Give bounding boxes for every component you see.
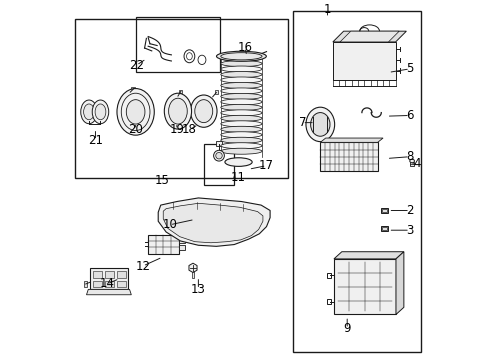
Bar <box>204 144 234 185</box>
Text: 22: 22 <box>129 59 144 72</box>
Text: 14: 14 <box>99 278 115 291</box>
Ellipse shape <box>92 100 109 124</box>
Polygon shape <box>87 289 131 295</box>
Bar <box>410 162 414 166</box>
Ellipse shape <box>217 51 267 61</box>
Circle shape <box>214 150 224 161</box>
Polygon shape <box>334 252 404 259</box>
Ellipse shape <box>306 107 335 141</box>
Ellipse shape <box>221 132 262 138</box>
Text: 19: 19 <box>170 123 184 136</box>
Bar <box>215 90 218 94</box>
Text: 9: 9 <box>343 322 351 335</box>
Bar <box>93 281 102 287</box>
Polygon shape <box>320 138 383 142</box>
Bar <box>327 273 331 278</box>
Text: 20: 20 <box>128 123 143 136</box>
Bar <box>192 271 195 278</box>
Bar <box>327 300 331 305</box>
Ellipse shape <box>221 93 262 99</box>
Ellipse shape <box>221 137 262 143</box>
Ellipse shape <box>221 55 262 61</box>
Polygon shape <box>163 203 263 243</box>
Ellipse shape <box>221 88 262 94</box>
Bar <box>131 87 135 90</box>
Text: 12: 12 <box>135 260 150 273</box>
Bar <box>381 226 389 231</box>
Ellipse shape <box>221 104 262 111</box>
Bar <box>93 271 102 278</box>
Bar <box>136 17 220 72</box>
Text: 5: 5 <box>406 62 414 75</box>
Bar <box>320 142 378 171</box>
Ellipse shape <box>126 100 145 124</box>
Polygon shape <box>334 259 396 315</box>
Polygon shape <box>189 263 197 273</box>
Ellipse shape <box>191 95 217 127</box>
Ellipse shape <box>221 99 262 105</box>
Ellipse shape <box>84 104 95 120</box>
Text: 1: 1 <box>324 3 331 16</box>
Text: 21: 21 <box>88 134 103 147</box>
Bar <box>90 268 128 289</box>
Ellipse shape <box>164 93 192 129</box>
Text: 18: 18 <box>182 123 197 136</box>
Ellipse shape <box>221 143 262 149</box>
Ellipse shape <box>221 82 262 89</box>
Bar <box>105 281 114 287</box>
Ellipse shape <box>410 159 415 163</box>
Ellipse shape <box>117 89 154 135</box>
Ellipse shape <box>169 98 187 124</box>
Bar <box>74 19 288 178</box>
Ellipse shape <box>221 126 262 132</box>
Text: 6: 6 <box>406 109 414 122</box>
Bar <box>84 281 87 287</box>
Text: 13: 13 <box>191 283 206 296</box>
Ellipse shape <box>195 100 213 123</box>
Bar <box>179 90 182 93</box>
Bar <box>179 238 185 243</box>
Text: 11: 11 <box>230 171 245 184</box>
Bar <box>179 244 185 250</box>
Bar <box>148 235 179 253</box>
Ellipse shape <box>221 60 262 67</box>
Ellipse shape <box>221 72 262 77</box>
Ellipse shape <box>311 113 330 136</box>
Text: 3: 3 <box>406 224 414 237</box>
Ellipse shape <box>221 110 262 116</box>
Ellipse shape <box>221 66 262 72</box>
Text: 17: 17 <box>259 159 274 172</box>
Polygon shape <box>396 252 404 315</box>
Text: 15: 15 <box>155 174 170 186</box>
Text: 16: 16 <box>238 41 252 54</box>
Ellipse shape <box>221 77 262 83</box>
Ellipse shape <box>221 115 262 121</box>
Bar <box>117 271 125 278</box>
Ellipse shape <box>95 104 106 120</box>
Bar <box>294 12 421 352</box>
Bar <box>382 226 387 230</box>
Text: 4: 4 <box>414 157 421 170</box>
Text: 7: 7 <box>298 116 306 129</box>
Ellipse shape <box>221 121 262 127</box>
Bar <box>382 209 387 212</box>
Polygon shape <box>158 198 270 246</box>
Polygon shape <box>333 42 395 80</box>
Text: 8: 8 <box>406 150 414 163</box>
Bar <box>117 281 125 287</box>
Bar <box>313 117 327 132</box>
Bar <box>381 208 389 213</box>
Bar <box>217 141 221 146</box>
Text: 10: 10 <box>162 218 177 231</box>
Ellipse shape <box>81 100 97 124</box>
Ellipse shape <box>225 158 252 166</box>
Ellipse shape <box>221 148 262 154</box>
Text: 2: 2 <box>406 204 414 217</box>
Ellipse shape <box>216 152 222 159</box>
Polygon shape <box>333 31 406 42</box>
Bar <box>105 271 114 278</box>
Polygon shape <box>340 31 399 42</box>
